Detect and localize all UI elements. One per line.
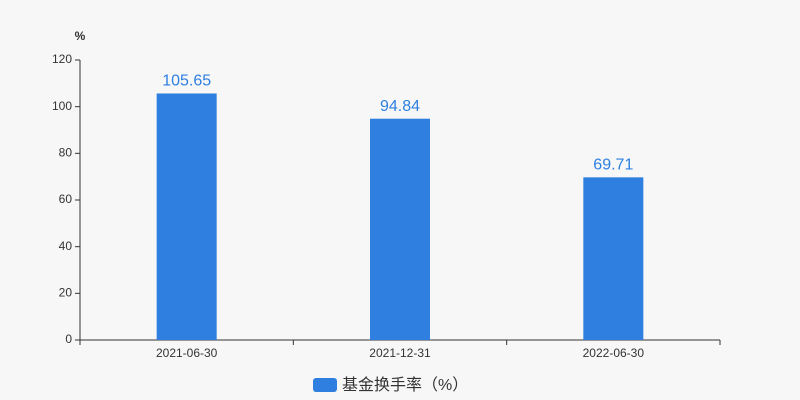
y-axis-unit: % xyxy=(75,29,86,43)
y-tick-label: 100 xyxy=(52,99,72,113)
y-tick-label: 80 xyxy=(59,146,73,160)
bar xyxy=(156,93,217,340)
bar xyxy=(370,118,430,340)
y-tick-label: 120 xyxy=(52,52,72,66)
y-tick-label: 20 xyxy=(59,286,73,300)
legend-swatch xyxy=(313,378,337,392)
bar xyxy=(583,177,644,340)
x-tick-label: 2021-12-31 xyxy=(369,346,431,360)
y-tick-label: 60 xyxy=(59,192,73,206)
data-label: 105.65 xyxy=(162,73,211,90)
y-tick-label: 40 xyxy=(59,239,73,253)
y-tick-label: 0 xyxy=(65,332,72,346)
legend-label: 基金换手率（%） xyxy=(342,376,468,394)
x-tick-label: 2022-06-30 xyxy=(583,346,645,360)
data-label: 94.84 xyxy=(380,98,420,115)
data-label: 69.71 xyxy=(593,157,633,174)
x-tick-label: 2021-06-30 xyxy=(156,346,218,360)
